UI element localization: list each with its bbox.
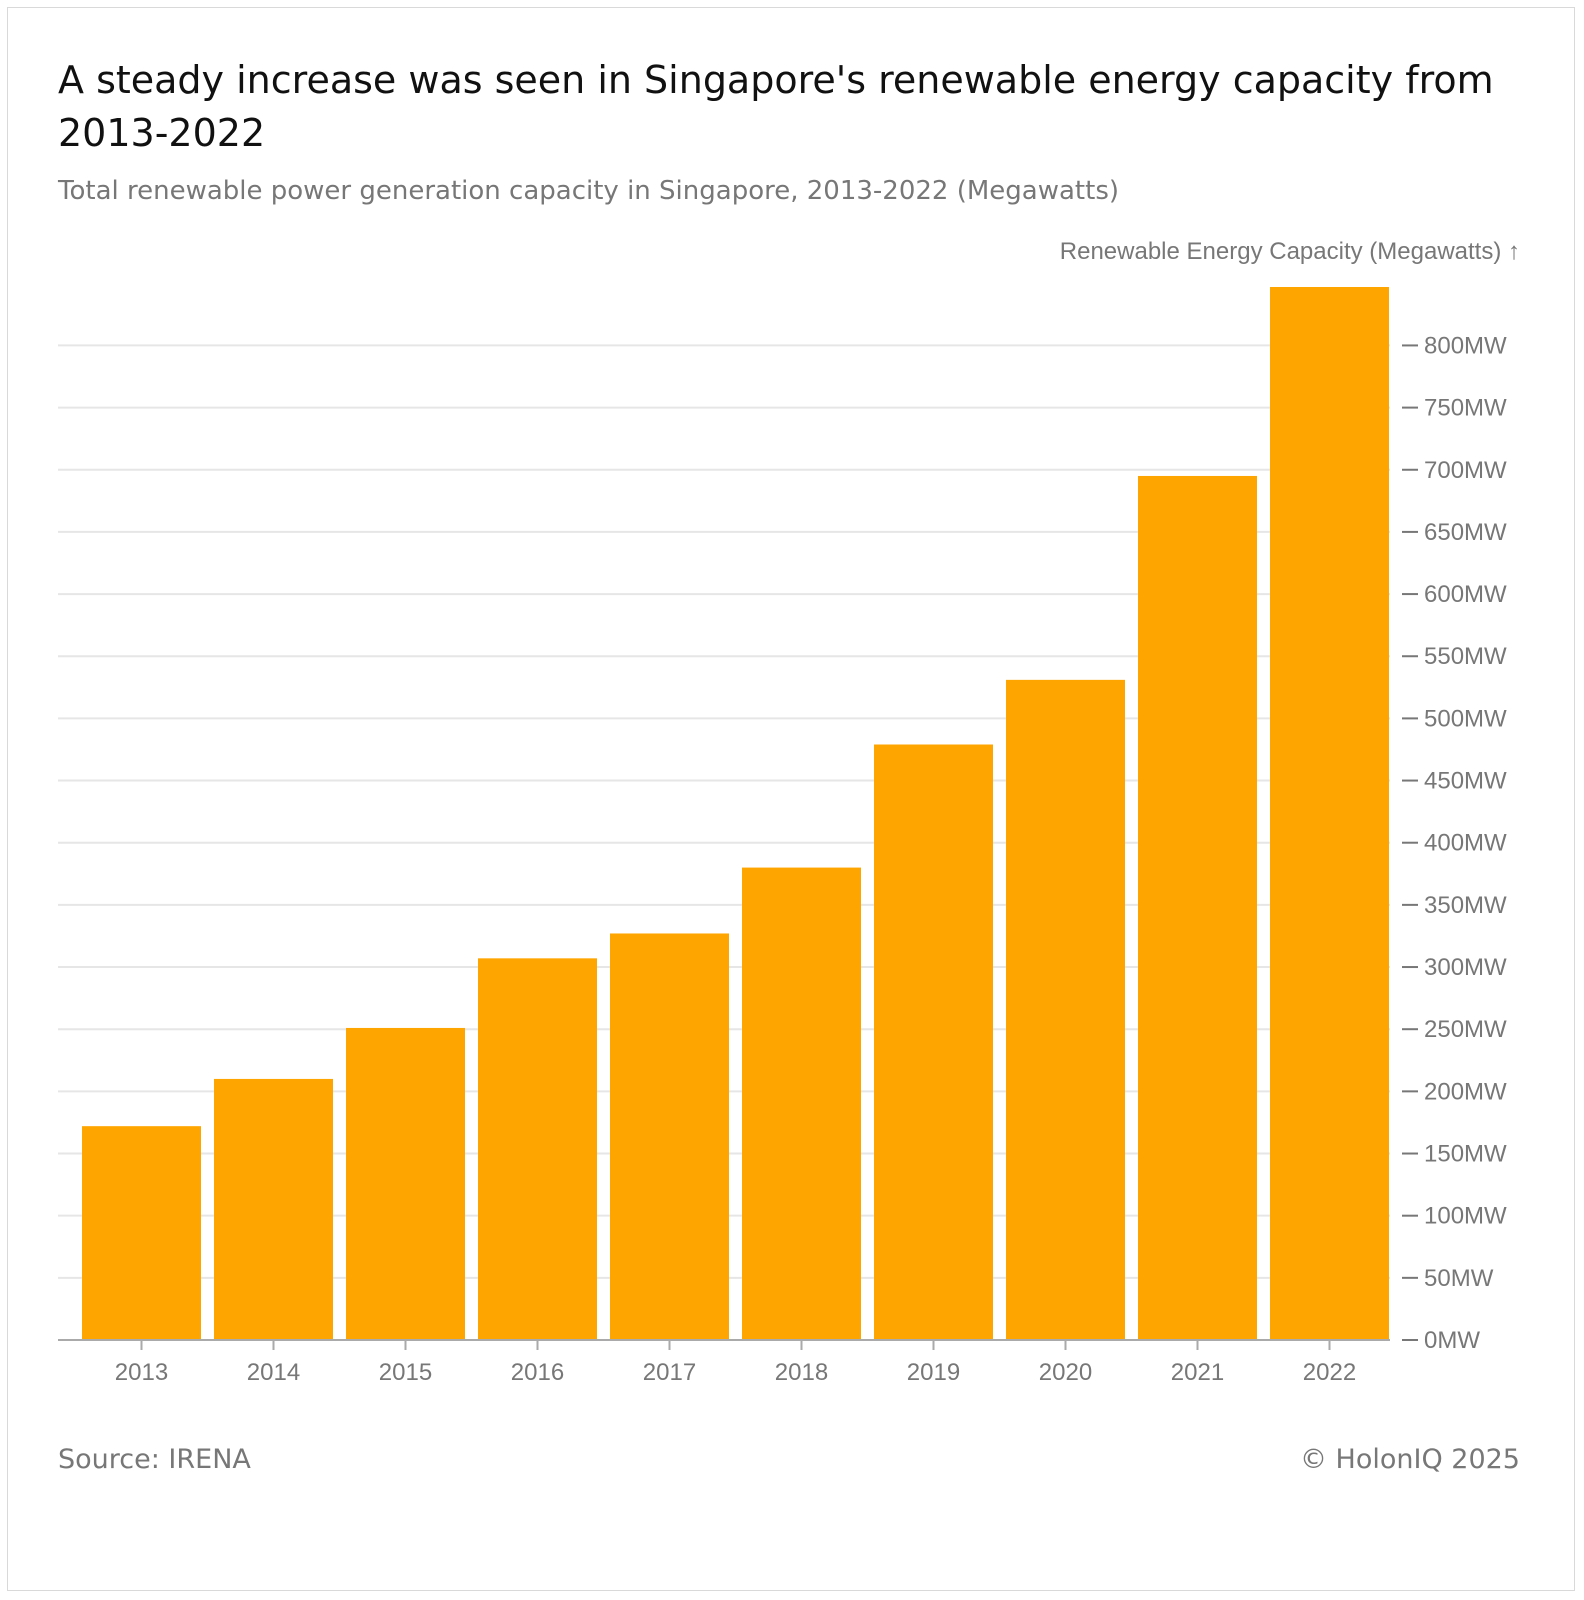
y-tick-label: 450MW [1424,768,1507,795]
y-axis-title: Renewable Energy Capacity (Megawatts) ↑ [1059,238,1520,265]
y-tick-label: 600MW [1424,581,1507,608]
y-tick-label: 50MW [1424,1265,1494,1292]
y-tick-label: 300MW [1424,954,1507,981]
x-tick-label: 2013 [115,1359,168,1386]
y-axis: 0MW 50MW 100MW 150MW 200MW 250MW 300MW 350MW 400… [1402,332,1507,1354]
bar-2020 [1006,679,1125,1340]
bar-2014 [214,1078,333,1340]
y-tick-label: 350MW [1424,892,1507,919]
chart-subtitle: Total renewable power generation capacit… [58,176,1120,206]
x-tick-label: 2018 [775,1359,828,1386]
y-tick-label: 400MW [1424,830,1507,857]
bar-2013 [82,1126,201,1340]
source-note: Source: IRENA [58,1444,251,1475]
y-tick-label: 750MW [1424,395,1507,422]
y-tick-label: 0MW [1424,1327,1480,1354]
y-tick-label: 650MW [1424,519,1507,546]
bar-2022 [1270,287,1389,1340]
y-tick-label: 100MW [1424,1203,1507,1230]
y-tick-label: 800MW [1424,332,1507,359]
y-tick-label: 500MW [1424,705,1507,732]
bar-2018 [742,867,861,1340]
bar-2017 [610,933,729,1340]
chart-title: A steady increase was seen in Singapore'… [58,58,1494,155]
bar-2021 [1138,475,1257,1340]
copyright-note: © HolonIQ 2025 [1299,1444,1520,1475]
bar-2015 [346,1027,465,1340]
x-tick-label: 2021 [1171,1359,1224,1386]
y-tick-label: 550MW [1424,643,1507,670]
x-tick-label: 2017 [643,1359,696,1386]
y-tick-label: 150MW [1424,1141,1507,1168]
x-tick-label: 2022 [1303,1359,1356,1386]
x-axis: 2013 2014 2015 2016 2017 2018 2019 2020 2021 2022 [58,1339,1390,1386]
y-tick-label: 250MW [1424,1016,1507,1043]
bar-2016 [478,958,597,1340]
y-tick-label: 200MW [1424,1078,1507,1105]
bar-2019 [874,744,993,1340]
x-tick-label: 2019 [907,1359,960,1386]
x-tick-label: 2020 [1039,1359,1092,1386]
x-tick-label: 2016 [511,1359,564,1386]
y-tick-label: 700MW [1424,457,1507,484]
bars [82,287,1389,1340]
x-tick-label: 2015 [379,1359,432,1386]
x-tick-label: 2014 [247,1359,300,1386]
